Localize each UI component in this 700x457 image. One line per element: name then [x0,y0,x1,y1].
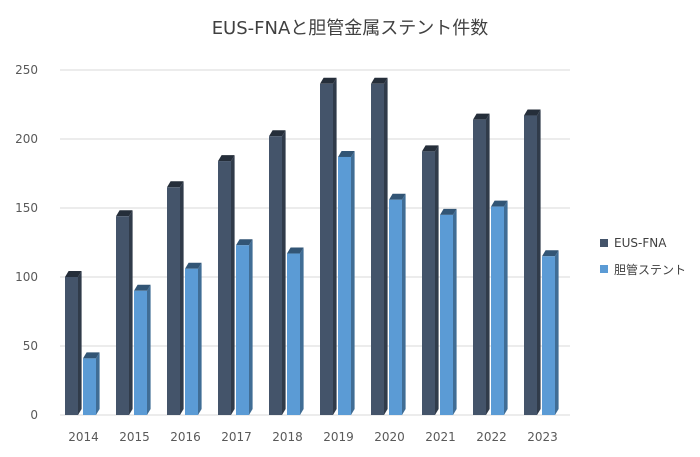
bar-stent-2017 [236,245,249,415]
bar-top-stent-2016 [185,262,202,269]
chart-title: EUS-FNAと胆管金属ステント件数 [211,18,489,39]
bar-stent-2020 [389,199,402,415]
bar-eus-fna-2014 [65,277,78,415]
bar-side-stent-2023 [555,250,559,415]
bar-side-stent-2014 [96,352,100,415]
bar-side-eus-fna-2022 [486,113,490,416]
bar-top-eus-fna-2018 [269,130,286,137]
x-tick-label-2018: 2018 [272,430,303,444]
y-tick-label-200: 200 [15,132,38,146]
bar-top-stent-2023 [542,250,559,257]
bar-side-stent-2017 [249,239,253,415]
bar-side-eus-fna-2018 [282,130,286,416]
bar-side-eus-fna-2016 [180,181,184,415]
legend-swatch-stent [600,265,608,273]
x-tick-label-2017: 2017 [221,430,252,444]
bar-top-eus-fna-2015 [116,210,133,217]
y-tick-label-250: 250 [15,63,38,77]
bar-top-stent-2020 [389,193,406,200]
bar-side-stent-2022 [504,200,508,415]
bar-stent-2016 [185,268,198,415]
legend-label-eus-fna: EUS-FNA [614,236,667,250]
bar-side-eus-fna-2019 [333,77,337,416]
bar-side-stent-2020 [402,193,406,415]
bar-top-eus-fna-2023 [524,109,541,116]
legend-label-stent: 胆管ステント [614,262,687,277]
bar-eus-fna-2018 [269,136,282,416]
bar-stent-2014 [83,358,96,415]
bar-top-stent-2014 [83,352,100,359]
bar-side-eus-fna-2014 [78,271,82,415]
x-tick-label-2015: 2015 [119,430,150,444]
bar-side-eus-fna-2023 [537,109,541,415]
legend-item-eus-fna: EUS-FNA [600,230,686,256]
legend-item-stent: 胆管ステント [600,256,686,282]
bar-stent-2023 [542,256,555,415]
bar-eus-fna-2017 [218,161,231,415]
x-tick-label-2023: 2023 [527,430,558,444]
bar-eus-fna-2019 [320,83,333,416]
x-tick-label-2021: 2021 [425,430,456,444]
bar-top-stent-2017 [236,239,253,246]
y-tick-label-100: 100 [15,270,38,284]
bar-top-stent-2021 [440,208,457,215]
bar-side-stent-2015 [147,284,151,415]
bar-eus-fna-2016 [167,187,180,415]
bar-eus-fna-2020 [371,83,384,416]
bar-stent-2021 [440,214,453,415]
bar-top-eus-fna-2017 [218,155,235,162]
bar-stent-2018 [287,253,300,415]
bar-side-stent-2019 [351,150,355,415]
bar-top-stent-2018 [287,247,304,254]
y-tick-label-50: 50 [23,339,38,353]
bar-top-eus-fna-2019 [320,77,337,84]
bar-eus-fna-2015 [116,216,129,415]
bar-top-stent-2022 [491,200,508,207]
bar-side-eus-fna-2015 [129,210,133,415]
bar-side-stent-2016 [198,262,202,415]
bar-top-eus-fna-2016 [167,181,184,188]
bar-top-stent-2015 [134,284,151,291]
bar-side-stent-2021 [453,208,457,415]
bar-side-eus-fna-2017 [231,155,235,415]
bar-eus-fna-2022 [473,119,486,416]
chart-legend: EUS-FNA 胆管ステント [600,230,686,282]
x-tick-label-2022: 2022 [476,430,507,444]
bar-eus-fna-2021 [422,151,435,416]
x-tick-label-2014: 2014 [68,430,99,444]
legend-swatch-eus-fna [600,239,608,247]
bar-top-eus-fna-2020 [371,77,388,84]
bar-top-eus-fna-2021 [422,145,439,152]
bar-stent-2015 [134,290,147,415]
y-tick-label-150: 150 [15,201,38,215]
bar-stent-2019 [338,156,351,415]
bar-stent-2022 [491,206,504,415]
bar-side-eus-fna-2020 [384,77,388,416]
bar-top-eus-fna-2022 [473,113,490,120]
x-tick-label-2020: 2020 [374,430,405,444]
x-tick-label-2016: 2016 [170,430,201,444]
bar-top-stent-2019 [338,150,355,157]
bar-side-stent-2018 [300,247,304,415]
bar-eus-fna-2023 [524,115,537,415]
y-tick-label-0: 0 [30,408,38,422]
x-tick-label-2019: 2019 [323,430,354,444]
bar-top-eus-fna-2014 [65,271,82,277]
bar-side-eus-fna-2021 [435,145,439,416]
